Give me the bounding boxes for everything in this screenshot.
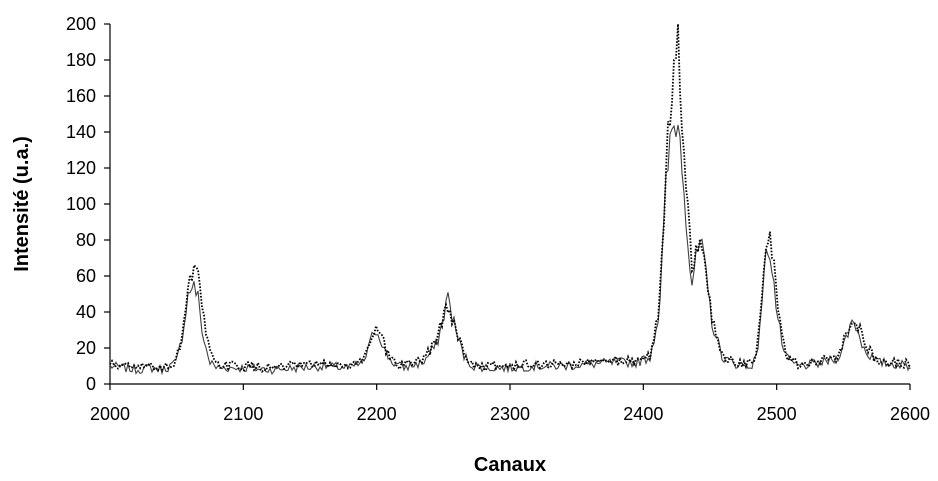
x-tick-label: 2200 bbox=[357, 404, 397, 424]
y-tick-label: 100 bbox=[66, 194, 96, 214]
series-solid-line bbox=[109, 124, 911, 376]
y-tick-label: 40 bbox=[76, 302, 96, 322]
y-axis-title: Intensité (u.a.) bbox=[11, 136, 33, 272]
x-tick-label: 2300 bbox=[490, 404, 530, 424]
y-tick-label: 80 bbox=[76, 230, 96, 250]
y-tick-label: 180 bbox=[66, 50, 96, 70]
y-tick-label: 140 bbox=[66, 122, 96, 142]
y-tick-label: 20 bbox=[76, 338, 96, 358]
x-tick-label: 2500 bbox=[757, 404, 797, 424]
x-tick-label: 2600 bbox=[890, 404, 930, 424]
x-tick-label: 2100 bbox=[223, 404, 263, 424]
series-dotted-line bbox=[109, 23, 911, 374]
x-axis-title: Canaux bbox=[474, 454, 546, 476]
y-tick-label: 160 bbox=[66, 86, 96, 106]
y-tick-label: 200 bbox=[66, 14, 96, 34]
y-axis-ticks: 0 20 40 60 80 100 120 140 160 180 200 bbox=[66, 14, 110, 394]
series-layer bbox=[109, 23, 911, 376]
x-axis-ticks: 2000 2100 2200 2300 2400 2500 2600 bbox=[90, 384, 930, 424]
axes bbox=[109, 24, 910, 385]
y-tick-label: 60 bbox=[76, 266, 96, 286]
x-tick-label: 2000 bbox=[90, 404, 130, 424]
x-tick-label: 2400 bbox=[623, 404, 663, 424]
y-tick-label: 120 bbox=[66, 158, 96, 178]
y-tick-label: 0 bbox=[86, 374, 96, 394]
